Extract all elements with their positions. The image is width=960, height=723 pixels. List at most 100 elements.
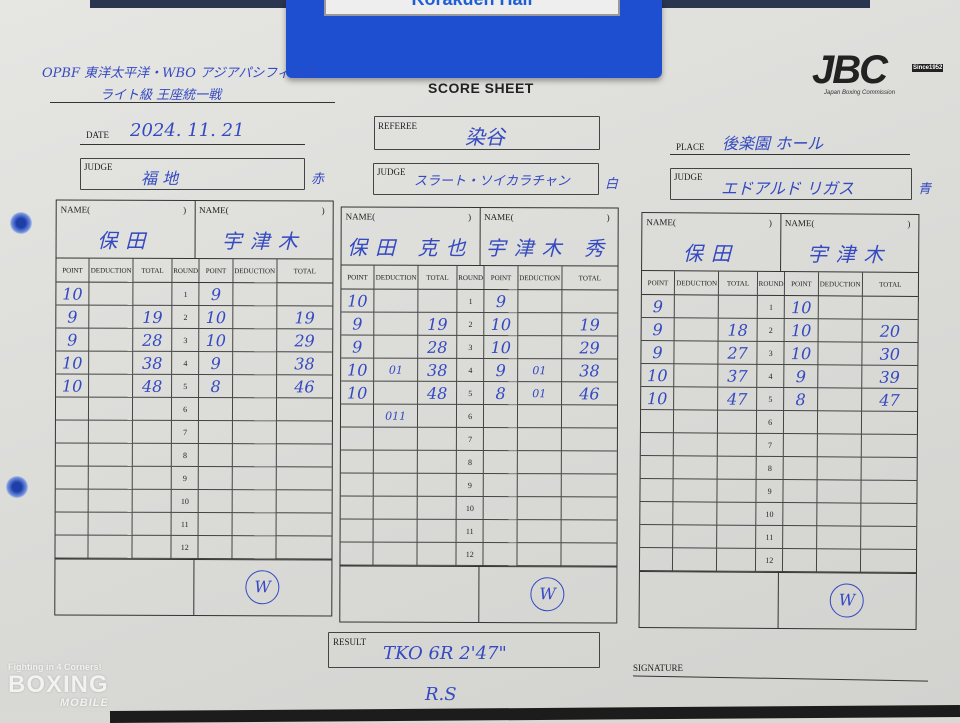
red-boxer-name: 保田 克也 <box>347 235 474 260</box>
red-total-cell: 28 <box>133 328 173 352</box>
place-label: PLACE <box>676 142 705 152</box>
red-total-cell: 19 <box>418 312 458 336</box>
blue-deduction-cell <box>818 319 863 343</box>
blue-point-cell <box>199 490 233 514</box>
jbc-logo: JBC Since1952 Japan Boxing Commission <box>812 50 958 104</box>
red-deduction-cell <box>373 519 418 543</box>
punch-hole <box>10 212 32 234</box>
round-number-cell: 9 <box>756 479 785 504</box>
red-point-cell <box>55 512 89 536</box>
round-number-cell: 12 <box>456 542 485 567</box>
red-total-cell <box>418 450 457 474</box>
header-red-deduction: DEDUCTION <box>89 258 134 283</box>
scorecard: NAME( ) 保田 克也 NAME( ) 宇津木 秀 POINT DEDUCTIO… <box>339 206 619 624</box>
red-deduction-cell <box>373 473 419 497</box>
round-number-cell: 3 <box>457 335 485 360</box>
logo-since: Since1952 <box>912 64 944 72</box>
name-paren: ) <box>606 212 610 223</box>
blue-deduction-cell <box>817 342 863 366</box>
red-point-cell <box>640 479 674 503</box>
blue-total-cell: 19 <box>277 306 333 330</box>
name-label: NAME( <box>60 204 91 215</box>
blue-deduction-cell <box>817 411 862 435</box>
red-point-cell <box>639 548 674 572</box>
blue-total-cell: 20 <box>862 319 918 343</box>
round-number-cell: 6 <box>456 404 485 429</box>
header-red-point: POINT <box>341 265 375 290</box>
blue-total-cell <box>861 457 917 481</box>
red-total-cell <box>418 427 457 451</box>
blue-deduction-cell <box>232 306 278 330</box>
red-total-cell: 18 <box>718 318 758 342</box>
blue-deduction-cell <box>232 352 277 376</box>
clipboard-strap <box>660 0 870 8</box>
round-number-cell: 1 <box>172 282 200 307</box>
blue-total-cell: 38 <box>276 352 333 376</box>
punch-hole <box>6 476 28 498</box>
red-point-cell <box>55 443 89 467</box>
red-deduction-cell <box>673 456 719 480</box>
blue-total-cell: 29 <box>276 329 333 353</box>
red-deduction-cell <box>374 289 419 313</box>
red-point-cell: 10 <box>56 282 90 306</box>
blue-point-cell <box>199 513 233 537</box>
blue-total-cell <box>276 467 332 491</box>
blue-deduction-cell <box>817 388 862 412</box>
red-total-cell: 38 <box>133 351 173 375</box>
red-point-cell: 9 <box>341 335 375 359</box>
blue-point-cell <box>484 451 518 475</box>
bout-title-underline <box>50 102 335 103</box>
blue-point-cell <box>199 421 233 445</box>
red-deduction-cell <box>674 341 719 365</box>
blue-total-cell <box>861 480 917 504</box>
red-point-cell: 10 <box>56 374 90 398</box>
blue-point-cell <box>484 520 518 544</box>
blue-corner-name-box: NAME( ) 宇津木 <box>781 214 919 272</box>
blue-total-cell <box>561 497 617 521</box>
red-total-cell <box>717 479 757 503</box>
header-red-total: TOTAL <box>418 265 458 290</box>
blue-point-cell <box>198 536 233 560</box>
blue-deduction-cell <box>517 290 563 314</box>
blue-total-cell: 38 <box>561 359 618 383</box>
blue-point-cell <box>784 411 818 435</box>
judge-corner: 青 <box>918 182 932 197</box>
blue-point-cell <box>484 474 518 498</box>
blue-deduction-cell <box>818 296 863 320</box>
red-point-cell <box>340 542 374 566</box>
score-grid: POINT DEDUCTION TOTAL ROUND POINT DEDUCTION TO… <box>55 258 333 560</box>
header-blue-total: TOTAL <box>562 266 618 291</box>
red-total-cell <box>132 535 172 559</box>
red-total-cell <box>417 496 457 520</box>
red-point-cell: 10 <box>641 364 675 388</box>
header-round: ROUND <box>172 258 201 284</box>
blue-deduction-cell <box>517 543 562 567</box>
blue-total-cell <box>561 451 617 475</box>
header-red-point: POINT <box>56 258 90 283</box>
blue-point-cell <box>484 497 518 521</box>
red-corner-name-box: NAME( ) 保田 克也 <box>341 207 481 266</box>
blue-point-cell <box>784 457 818 481</box>
blue-point-cell <box>784 434 818 458</box>
boxer-names: NAME( ) 保田 NAME( ) 宇津木 <box>642 213 919 273</box>
blue-total-cell <box>276 513 332 537</box>
blue-total-cell <box>276 421 332 445</box>
blue-total-cell: 19 <box>562 313 618 337</box>
clipboard-strap <box>90 0 290 8</box>
blue-deduction-cell <box>232 467 277 491</box>
judge-name: 福 地 <box>141 169 179 188</box>
name-paren: ) <box>183 204 187 215</box>
red-point-cell: 9 <box>341 312 375 336</box>
referee-label: REFEREE <box>378 121 418 131</box>
referee-field: REFEREE 染谷 <box>374 116 600 150</box>
blue-total-cell: 46 <box>276 375 333 399</box>
judge-label: JUDGE <box>84 162 113 172</box>
round-number-cell: 10 <box>456 496 485 521</box>
bout-title-line2: ライト級 王座統一戦 <box>100 88 222 103</box>
header-blue-point: POINT <box>785 272 819 297</box>
round-number-cell: 3 <box>172 328 200 353</box>
bout-title-line1: OPBF 東洋太平洋・WBO アジアパシフィック <box>42 66 317 81</box>
blue-winner-box: W <box>194 560 332 615</box>
blue-point-cell: 8 <box>784 388 818 412</box>
header-blue-deduction: DEDUCTION <box>233 259 278 284</box>
